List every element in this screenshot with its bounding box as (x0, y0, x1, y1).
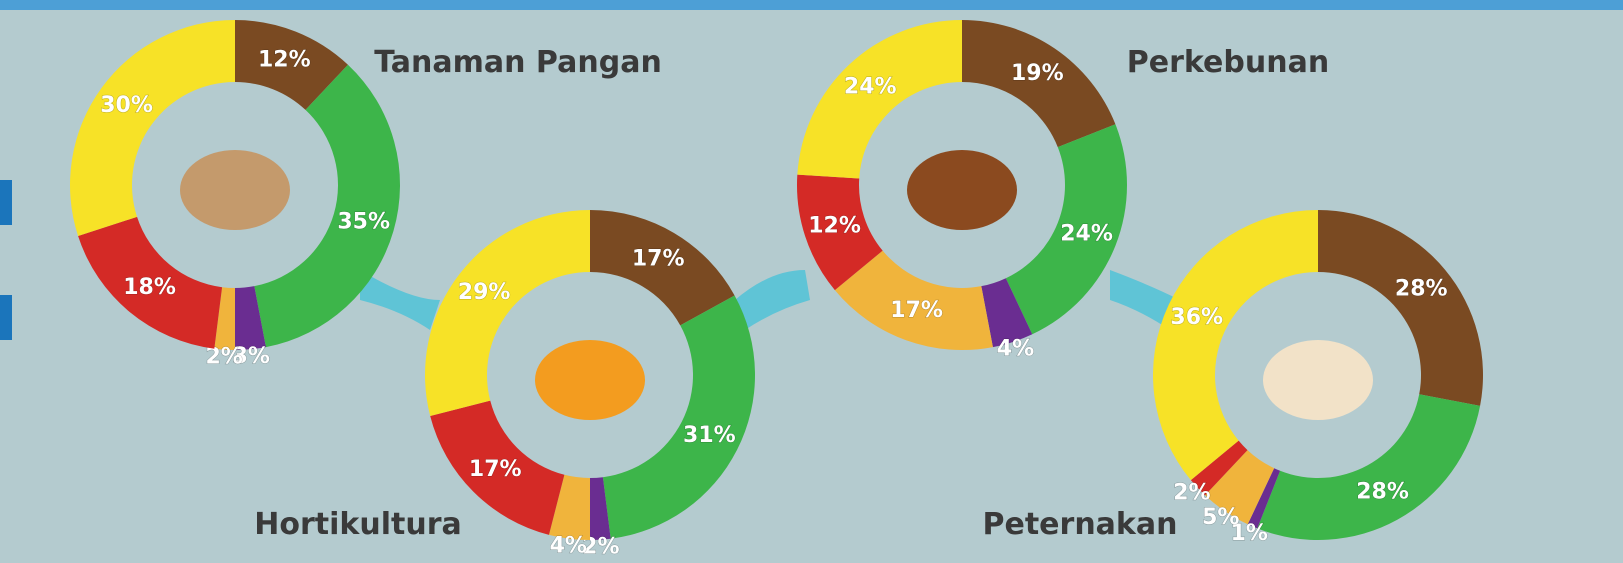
value-label: 30% (100, 93, 153, 118)
value-label: 29% (458, 280, 511, 305)
center-icon (1263, 340, 1373, 420)
chart-title: Peternakan (983, 507, 1178, 542)
infographic: 12%35%3%2%18%30%Tanaman Pangan17%31%2%4%… (0, 0, 1623, 563)
side-tab (0, 180, 12, 225)
value-label: 19% (1011, 61, 1064, 86)
chart-title: Perkebunan (1127, 45, 1329, 80)
value-label: 35% (337, 209, 390, 234)
value-label: 5% (1202, 505, 1239, 530)
value-label: 28% (1395, 277, 1448, 302)
value-label: 31% (683, 423, 736, 448)
value-label: 17% (632, 247, 685, 272)
value-label: 4% (550, 534, 587, 559)
center-icon (535, 340, 645, 420)
value-label: 24% (1060, 221, 1113, 246)
value-label: 12% (808, 213, 861, 238)
side-tab (0, 295, 12, 340)
center-icon (907, 150, 1017, 230)
value-label: 12% (258, 47, 311, 72)
value-label: 24% (844, 74, 897, 99)
value-label: 17% (469, 457, 522, 482)
chart-title: Hortikultura (254, 507, 461, 542)
value-label: 4% (997, 337, 1034, 362)
value-label: 17% (890, 298, 943, 323)
top-border (0, 0, 1623, 10)
value-label: 18% (123, 275, 176, 300)
value-label: 2% (1173, 480, 1210, 505)
value-label: 36% (1170, 305, 1223, 330)
value-label: 2% (205, 345, 242, 370)
chart-title: Tanaman Pangan (374, 45, 662, 80)
value-label: 28% (1356, 479, 1409, 504)
center-icon (180, 150, 290, 230)
